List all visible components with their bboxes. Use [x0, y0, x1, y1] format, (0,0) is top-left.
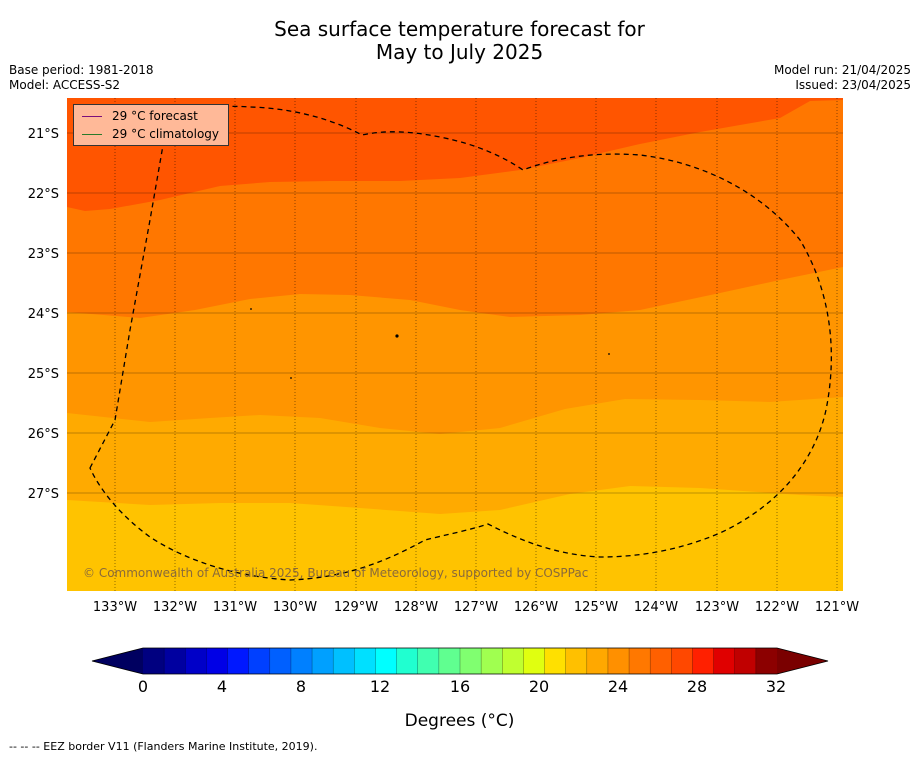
model-run: Model run: 21/04/2025	[773, 63, 911, 77]
colorbar-segment	[290, 648, 313, 674]
lon-label-132: 132°W	[153, 600, 197, 615]
cb-label-24: 24	[608, 677, 628, 696]
lon-label-125: 125°W	[574, 600, 618, 615]
colorbar-segment	[755, 648, 778, 674]
colorbar-segment	[565, 648, 588, 674]
lat-label-27: 27°S	[28, 487, 59, 502]
climatology-line-swatch	[82, 134, 102, 135]
gridlines	[67, 132, 843, 494]
colorbar-segment	[333, 648, 355, 674]
lon-label-133: 133°W	[93, 600, 137, 615]
lon-label-128: 128°W	[394, 600, 438, 615]
colorbar-segment	[502, 648, 524, 674]
colorbar-segment	[269, 648, 292, 674]
colorbar-segment	[143, 648, 165, 674]
colorbar-under-arrow	[92, 648, 143, 674]
sst-field	[67, 98, 843, 591]
colorbar-segment	[671, 648, 693, 674]
lon-label-126: 126°W	[514, 600, 558, 615]
island-1	[250, 308, 252, 310]
island-4	[608, 353, 610, 355]
issued-date: Issued: 23/04/2025	[795, 78, 911, 92]
colorbar-tick-labels: 0 4 8 12 16 20 24 28 32	[138, 677, 786, 696]
island-3	[290, 377, 292, 379]
colorbar-segment	[481, 648, 503, 674]
cb-label-8: 8	[296, 677, 306, 696]
colorbar-segment	[354, 648, 376, 674]
colorbar-segment	[629, 648, 651, 674]
lat-label-24: 24°S	[28, 307, 59, 322]
legend-forecast: 29 °C forecast	[82, 108, 198, 124]
copyright-notice: © Commonwealth of Australia 2025, Bureau…	[83, 566, 589, 580]
lat-label-25: 25°S	[28, 367, 59, 382]
colorbar-outline	[91, 647, 829, 675]
cb-label-4: 4	[217, 677, 227, 696]
cb-label-0: 0	[138, 677, 148, 696]
cb-label-28: 28	[687, 677, 707, 696]
lat-label-21: 21°S	[28, 127, 59, 142]
island-marks	[250, 308, 610, 379]
colorbar-segment	[460, 648, 482, 674]
title-line-2: May to July 2025	[375, 40, 544, 64]
island-2	[395, 334, 399, 338]
colorbar	[91, 647, 829, 675]
colorbar-segment	[396, 648, 419, 674]
meta-left: Base period: 1981-2018 Model: ACCESS-S2	[9, 63, 154, 93]
eez-border	[89, 105, 832, 581]
colorbar-segment	[713, 648, 736, 674]
colorbar-segment	[248, 648, 271, 674]
lon-label-124: 124°W	[634, 600, 678, 615]
colorbar-segment	[586, 648, 609, 674]
colorbar-segment	[544, 648, 567, 674]
lat-label-22: 22°S	[28, 187, 59, 202]
colorbar-segment	[185, 648, 207, 674]
colorbar-label: Degrees (°C)	[404, 711, 515, 731]
colorbar-segment	[692, 648, 714, 674]
base-period: Base period: 1981-2018	[9, 63, 154, 77]
colorbar-segment	[206, 648, 228, 674]
forecast-line-swatch	[82, 116, 102, 117]
cb-label-16: 16	[450, 677, 470, 696]
lat-tick-labels: 21°S 22°S 23°S 24°S 25°S 26°S 27°S	[28, 127, 59, 502]
map-title: Sea surface temperature forecast for May…	[0, 18, 919, 64]
legend-climatology-label: 29 °C climatology	[112, 127, 220, 141]
lat-label-23: 23°S	[28, 247, 59, 262]
band-28-29	[67, 98, 843, 211]
lon-tick-labels: 133°W 132°W 131°W 130°W 129°W 128°W 127°…	[93, 600, 859, 615]
legend-climatology: 29 °C climatology	[82, 126, 219, 142]
contour-legend: 29 °C forecast 29 °C climatology	[73, 104, 229, 146]
cb-label-20: 20	[529, 677, 549, 696]
colorbar-segment	[650, 648, 672, 674]
lon-label-121: 121°W	[815, 600, 859, 615]
colorbar-segment	[523, 648, 545, 674]
title-line-1: Sea surface temperature forecast for	[274, 17, 645, 41]
lon-label-130: 130°W	[273, 600, 317, 615]
cb-label-32: 32	[766, 677, 786, 696]
eez-footnote: -- -- -- EEZ border V11 (Flanders Marine…	[9, 740, 318, 753]
colorbar-over-arrow	[777, 648, 828, 674]
colorbar-segment	[417, 648, 440, 674]
lat-label-26: 26°S	[28, 427, 59, 442]
lon-label-129: 129°W	[334, 600, 378, 615]
colorbar-segment	[438, 648, 461, 674]
colorbar-segment	[164, 648, 186, 674]
lon-label-122: 122°W	[755, 600, 799, 615]
meridians	[114, 98, 838, 591]
colorbar-segment	[607, 648, 630, 674]
colorbar-segment	[734, 648, 757, 674]
lon-label-131: 131°W	[213, 600, 257, 615]
meta-right: Model run: 21/04/2025 Issued: 23/04/2025	[774, 63, 911, 93]
lon-label-127: 127°W	[454, 600, 498, 615]
colorbar-segment	[312, 648, 334, 674]
cb-label-12: 12	[370, 677, 390, 696]
legend-forecast-label: 29 °C forecast	[112, 109, 198, 123]
colorbar-segment	[375, 648, 397, 674]
lon-label-123: 123°W	[695, 600, 739, 615]
colorbar-segment	[227, 648, 250, 674]
model-name: Model: ACCESS-S2	[9, 78, 121, 92]
